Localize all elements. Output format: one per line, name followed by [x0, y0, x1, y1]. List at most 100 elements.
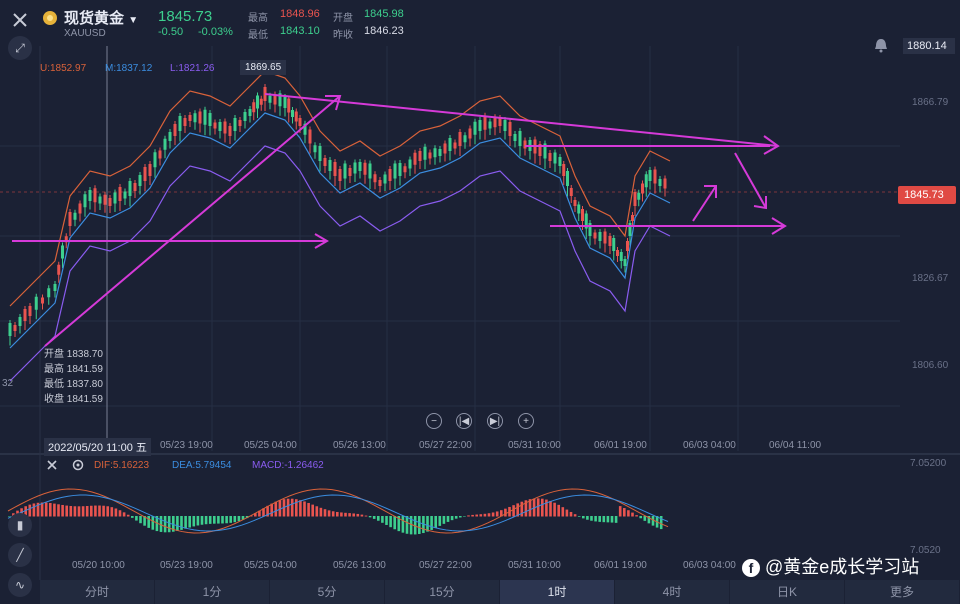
- tab-more[interactable]: 更多: [845, 580, 960, 604]
- macd-bar: [627, 510, 630, 517]
- candle-body: [57, 264, 61, 275]
- candle-body: [259, 98, 263, 105]
- candle-body: [566, 171, 569, 186]
- candle-body: [323, 158, 327, 166]
- tab-day[interactable]: 日K: [730, 580, 845, 604]
- chevron-down-icon[interactable]: ▼: [128, 15, 139, 26]
- candle-body: [468, 128, 472, 139]
- candle-body: [88, 190, 92, 201]
- high-label: 最高: [248, 13, 268, 24]
- candle-body: [183, 118, 187, 126]
- macd-bar: [176, 516, 179, 531]
- macd-bar: [483, 513, 487, 517]
- macd-bar: [651, 516, 655, 526]
- candle-body: [113, 192, 117, 204]
- facebook-icon: f: [742, 559, 760, 578]
- macd-bar: [61, 504, 64, 517]
- candle-body: [553, 152, 557, 164]
- candle-body: [18, 317, 22, 326]
- macd-bar: [307, 502, 310, 517]
- macd-bar: [327, 510, 331, 517]
- macd-bar: [647, 516, 651, 524]
- candle-body: [619, 252, 623, 261]
- candle-body: [637, 192, 641, 200]
- candle-body: [581, 209, 584, 221]
- macd-bar: [368, 516, 372, 518]
- macd-bar: [278, 500, 282, 517]
- macd-bar: [348, 513, 351, 517]
- macd-bar: [286, 498, 290, 517]
- candle-body: [291, 110, 294, 117]
- bell-icon[interactable]: [872, 37, 890, 53]
- tab-1hour[interactable]: 1时: [500, 580, 615, 604]
- zoom-in-button[interactable]: +: [518, 413, 534, 429]
- step-back-button[interactable]: |◀: [456, 413, 472, 429]
- candle-body: [498, 118, 502, 126]
- macd-dea-line: [7, 494, 669, 532]
- macd-bar: [213, 516, 216, 524]
- candle-body: [378, 180, 382, 186]
- tab-15min[interactable]: 15分: [385, 580, 500, 604]
- candle-body: [413, 152, 417, 165]
- macd-bar: [577, 516, 581, 517]
- macd-bar: [405, 516, 409, 534]
- macd-bar: [57, 504, 60, 517]
- top-price-tag: 1880.14: [903, 38, 955, 54]
- macd-bar: [180, 516, 183, 530]
- macd-bar: [36, 502, 40, 517]
- close-icon[interactable]: [10, 10, 30, 30]
- candle-body: [61, 245, 64, 259]
- macd-bar: [188, 516, 191, 528]
- tab-5min[interactable]: 5分: [270, 580, 385, 604]
- candle-body: [448, 138, 452, 151]
- candle-body: [608, 236, 612, 246]
- tab-1min[interactable]: 1分: [155, 580, 270, 604]
- macd-bar: [77, 506, 81, 517]
- macd-bar: [491, 512, 495, 517]
- bb-middle-line: [9, 112, 671, 349]
- macd-bar: [610, 516, 614, 523]
- zoom-out-button[interactable]: −: [426, 413, 442, 429]
- candle-body: [153, 152, 157, 168]
- candle-body: [644, 174, 648, 188]
- candle-body: [478, 120, 482, 131]
- candle-body: [173, 124, 177, 136]
- draw-line-icon[interactable]: ╱: [8, 543, 32, 567]
- candle-body: [223, 121, 227, 134]
- candle-body: [388, 169, 392, 181]
- candle-body: [123, 191, 127, 199]
- symbol-name[interactable]: 现货黄金 ▼: [64, 10, 139, 27]
- annotation-arrow: [314, 233, 329, 249]
- expand-icon[interactable]: ⤢: [8, 36, 32, 60]
- candle-body: [353, 162, 357, 174]
- indicator-icon[interactable]: ∿: [8, 573, 32, 597]
- open-label: 开盘: [333, 13, 353, 24]
- candle-body: [47, 288, 51, 298]
- step-forward-button[interactable]: ▶|: [487, 413, 503, 429]
- candle-body: [558, 157, 562, 166]
- kline-chart[interactable]: [0, 46, 960, 580]
- left-axis-partial: 32: [2, 378, 14, 389]
- macd-bar: [143, 516, 146, 526]
- macd-bar: [372, 516, 376, 519]
- tab-fenshi[interactable]: 分时: [40, 580, 155, 604]
- macd-bar: [53, 503, 56, 517]
- candle-body: [443, 143, 447, 154]
- settings-icon[interactable]: [72, 459, 84, 471]
- macd-bar: [389, 516, 392, 528]
- candle-style-icon[interactable]: ▮: [8, 513, 32, 537]
- candle-body: [188, 115, 192, 121]
- macd-bar: [126, 514, 130, 517]
- candle-body: [373, 174, 377, 183]
- candle-body: [213, 122, 217, 129]
- price-change: -0.50: [158, 26, 184, 38]
- macd-bar: [340, 512, 343, 517]
- close-indicator-icon[interactable]: [46, 459, 58, 471]
- candle-body: [168, 132, 172, 141]
- macd-time-label: 06/01 19:00: [594, 560, 647, 571]
- macd-bar: [623, 508, 626, 517]
- candle-body: [193, 113, 197, 123]
- tab-4hour[interactable]: 4时: [615, 580, 730, 604]
- macd-bar: [147, 516, 150, 528]
- candle-body: [348, 168, 352, 176]
